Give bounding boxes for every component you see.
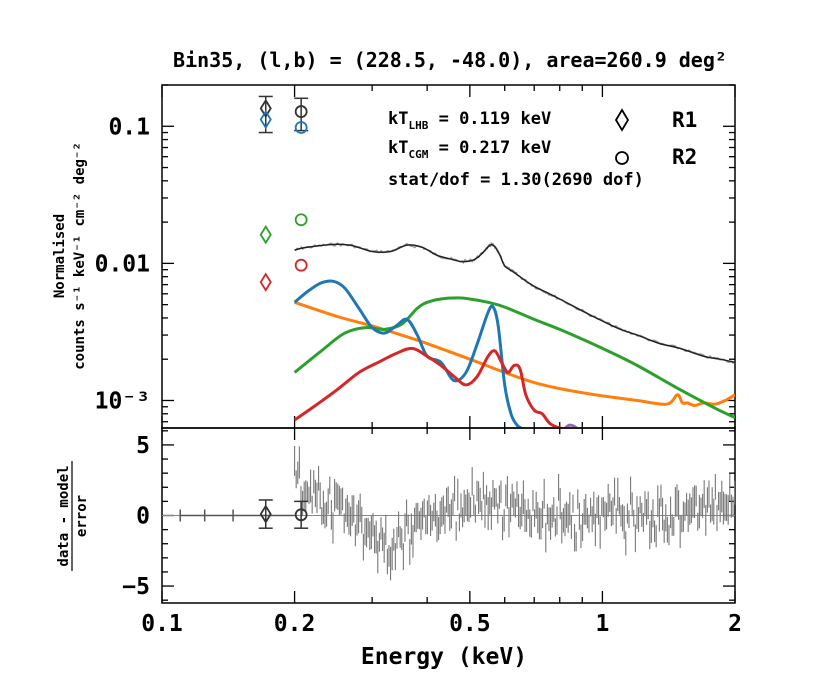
bottom-panel: 5 0 −5 data - model error <box>56 427 736 604</box>
legend-r2-label: R2 <box>672 145 697 169</box>
annotation-stat-dof: stat/dof = 1.30(2690 dof) <box>388 170 644 190</box>
legend-r1-marker <box>614 108 630 132</box>
curve-group <box>293 241 735 428</box>
bottom-panel-residuals <box>162 446 736 581</box>
r1-marker <box>259 98 272 119</box>
y-tick-label: 0.01 <box>95 251 150 277</box>
x-tick-label: 1 <box>595 611 609 637</box>
top-panel-markers <box>258 95 309 292</box>
model-component-curve-4 <box>293 346 570 428</box>
y-tick-label: 0 <box>136 504 150 530</box>
r2-marker <box>294 121 308 134</box>
r1-marker <box>259 224 272 245</box>
r2-marker <box>294 105 308 118</box>
legend-r1-label: R1 <box>672 108 697 132</box>
top-panel-ytick-labels: 0.1 0.01 10⁻³ <box>95 114 150 414</box>
r2-marker <box>294 213 308 227</box>
r1-marker <box>259 272 272 292</box>
x-tick-label: 0.2 <box>274 611 316 637</box>
x-tick-label: 0.1 <box>141 611 183 637</box>
model-component-curve-1 <box>294 300 735 408</box>
y-tick-label: 0.1 <box>108 114 150 140</box>
legend-r2-marker <box>615 151 629 165</box>
total-model-curve <box>294 243 735 364</box>
annotation-kt-lhb: kTLHB = 0.119 keV <box>388 109 551 132</box>
annotation-kt-cgm: kTCGM = 0.217 keV <box>388 138 551 161</box>
x-tick-label: 0.5 <box>449 611 491 637</box>
y-tick-label: 10⁻³ <box>95 388 150 414</box>
r2-marker <box>294 258 308 272</box>
bottom-panel-ytick-labels: 5 0 −5 <box>122 433 150 600</box>
chart-title: Bin35, (l,b) = (228.5, -48.0), area=260.… <box>173 48 727 72</box>
residual-label-denominator: error <box>74 495 90 537</box>
top-panel-ticks <box>161 84 736 428</box>
top-y-axis-label-line2: counts s⁻¹ keV⁻¹ cm⁻² deg⁻² <box>72 142 88 370</box>
r2-residual-marker <box>294 508 308 522</box>
residual-label-numerator: data - model <box>56 465 72 566</box>
r1-residual-marker <box>259 504 272 524</box>
bottom-y-axis-label: data - model error <box>56 461 90 571</box>
x-tick-labels: 0.1 0.2 0.5 1 2 <box>141 611 742 637</box>
top-y-axis-label: Normalised counts s⁻¹ keV⁻¹ cm⁻² deg⁻² <box>52 142 88 370</box>
top-panel-curves <box>293 241 735 428</box>
y-tick-label: 5 <box>136 433 150 459</box>
model-component-curve-2 <box>293 296 735 419</box>
legend: R1 R2 <box>614 108 697 169</box>
x-tick-label: 2 <box>728 611 742 637</box>
y-tick-label: −5 <box>122 574 150 600</box>
top-y-axis-label-line1: Normalised <box>52 214 68 298</box>
x-axis-label: Energy (keV) <box>361 644 527 670</box>
r1-marker <box>259 109 272 130</box>
top-panel: 0.1 0.01 10⁻³ kTLHB = 0.119 keV kTCGM = 0.… <box>52 84 736 429</box>
